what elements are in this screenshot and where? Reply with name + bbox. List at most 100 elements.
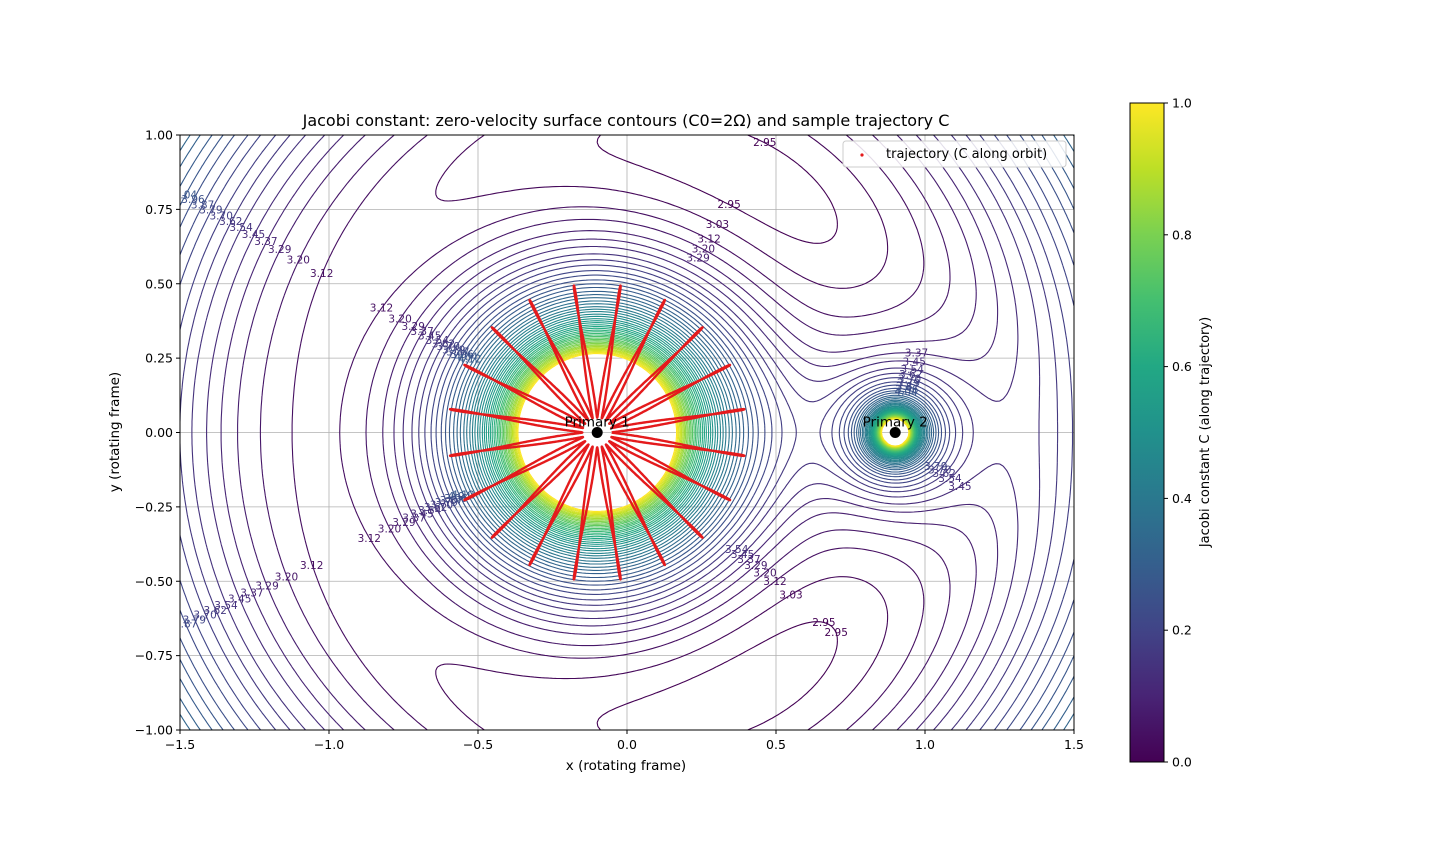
y-tick-label: 1.00 <box>145 128 173 143</box>
plot-area: 3.293.203.123.032.952.953.543.453.373.29… <box>174 134 1075 731</box>
contour-level <box>483 320 920 545</box>
contour-level <box>491 327 917 538</box>
contour-label: 3.79 <box>897 378 920 390</box>
contour-label: 3.62 <box>899 369 922 381</box>
y-tick-label: −0.25 <box>135 499 173 514</box>
contour-label: 3.54 <box>214 600 238 612</box>
contour-label: 4.12 <box>458 354 481 366</box>
contour-label: 3.96 <box>895 384 919 396</box>
contour-label: 2.95 <box>717 199 740 211</box>
contour-level <box>481 318 921 547</box>
y-tick-label: 0.25 <box>145 351 173 366</box>
colorbar-gradient <box>1129 102 1165 763</box>
contour-level <box>180 135 1074 730</box>
contour-label: 3.45 <box>903 356 926 368</box>
contour-level <box>259 135 951 730</box>
contour-label: 2.95 <box>812 617 835 629</box>
contour-level <box>477 313 923 552</box>
contour-label: 3.62 <box>432 338 455 350</box>
contour-label: 3.87 <box>896 381 919 393</box>
x-tick-label: 1.0 <box>915 737 935 752</box>
contour-label: 2.95 <box>753 137 776 149</box>
contour-level <box>180 135 1074 730</box>
contour-label: 3.62 <box>204 605 227 617</box>
contour-level <box>180 135 1074 730</box>
contour-level <box>596 135 838 730</box>
contour-label: 3.29 <box>686 253 709 265</box>
x-tick-label: 0.5 <box>766 737 786 752</box>
contour-level <box>471 308 925 557</box>
x-tick-label: 1.5 <box>1064 737 1084 752</box>
contour-label: 3.03 <box>779 589 802 601</box>
colorbar-tick-label: 1.0 <box>1172 96 1192 111</box>
contour-label: 3.54 <box>901 364 925 376</box>
contour-label: 3.79 <box>442 344 465 356</box>
contour-label: 4.04 <box>455 352 479 364</box>
colorbar-tick-label: 0.2 <box>1172 623 1192 638</box>
primary-label: Primary 2 <box>863 415 928 431</box>
contour-label: 3.62 <box>219 216 242 228</box>
contour-label: 3.37 <box>905 348 928 360</box>
contour-label: 3.79 <box>924 461 947 473</box>
trajectory-path <box>448 284 746 581</box>
contour-level <box>487 324 919 541</box>
contour-label: 3.45 <box>410 509 433 521</box>
contour-label: 3.62 <box>424 502 447 514</box>
contour-level <box>466 303 928 562</box>
contour-label: 3.45 <box>948 481 971 493</box>
contour-label: 3.70 <box>437 341 460 353</box>
colorbar-tick-label: 0.4 <box>1172 491 1192 506</box>
contour-label: 3.37 <box>410 326 433 338</box>
primary-marker <box>889 427 901 438</box>
contour-label: 3.12 <box>358 533 381 545</box>
contour-label: 3.37 <box>737 554 760 566</box>
contour-label: 3.70 <box>928 464 951 476</box>
contour-label: 3.87 <box>440 495 463 507</box>
contour-label: 3.12 <box>697 234 720 246</box>
contour-label: 3.20 <box>692 243 715 255</box>
contour-label: 3.37 <box>240 588 263 600</box>
contour-level <box>180 135 1074 730</box>
contour-lines <box>180 135 1074 730</box>
x-tick-label: −0.5 <box>463 737 493 752</box>
y-tick-label: 0.00 <box>145 425 173 440</box>
contour-label: 3.87 <box>174 619 197 631</box>
contour-label: 3.79 <box>183 615 206 627</box>
contour-label: 4.04 <box>894 387 918 399</box>
contour-label: 3.29 <box>392 517 415 529</box>
contour-label: 3.20 <box>753 568 776 580</box>
contour-label: 3.45 <box>731 549 754 561</box>
contour-level <box>435 135 889 730</box>
colorbar-tick-label: 0.6 <box>1172 359 1192 374</box>
contour-label: 3.70 <box>193 610 216 622</box>
y-axis: −1.00 −0.75 −0.50 −0.25 0.00 0.25 0.50 0.75 1.00 <box>135 128 180 738</box>
contour-label: 3.70 <box>898 374 921 386</box>
contour-level <box>489 325 918 540</box>
x-tick-label: −1.5 <box>165 737 195 752</box>
contour-level <box>220 135 999 730</box>
contour-label: 3.45 <box>242 229 265 241</box>
contour-label: 3.12 <box>370 303 393 315</box>
y-tick-label: 0.75 <box>145 202 173 217</box>
x-tick-label: −1.0 <box>314 737 344 752</box>
contour-level <box>180 135 1074 730</box>
colorbar-ticks: 0.0 0.2 0.4 0.6 0.8 1.0 <box>1164 96 1192 770</box>
contour-label: 3.20 <box>388 313 411 325</box>
contour-label: 3.37 <box>254 236 277 248</box>
y-tick-label: −1.00 <box>135 723 173 738</box>
contour-label: 3.54 <box>426 335 450 347</box>
chart-title: Jacobi constant: zero-velocity surface c… <box>302 111 950 130</box>
contour-level <box>191 135 1041 730</box>
contour-level <box>180 135 1059 730</box>
y-tick-label: −0.50 <box>135 574 173 589</box>
contour-label: 3.70 <box>430 500 453 512</box>
contour-label: 3.29 <box>255 581 278 593</box>
y-tick-label: −0.75 <box>135 648 173 663</box>
contour-label: 3.96 <box>181 194 205 206</box>
contour-label: 3.29 <box>402 321 425 333</box>
primaries: Primary 1 Primary 2 <box>565 415 928 438</box>
contour-label: 3.87 <box>446 347 469 359</box>
colorbar-tick-label: 0.8 <box>1172 227 1192 242</box>
legend: trajectory (C along orbit) <box>842 140 1067 168</box>
